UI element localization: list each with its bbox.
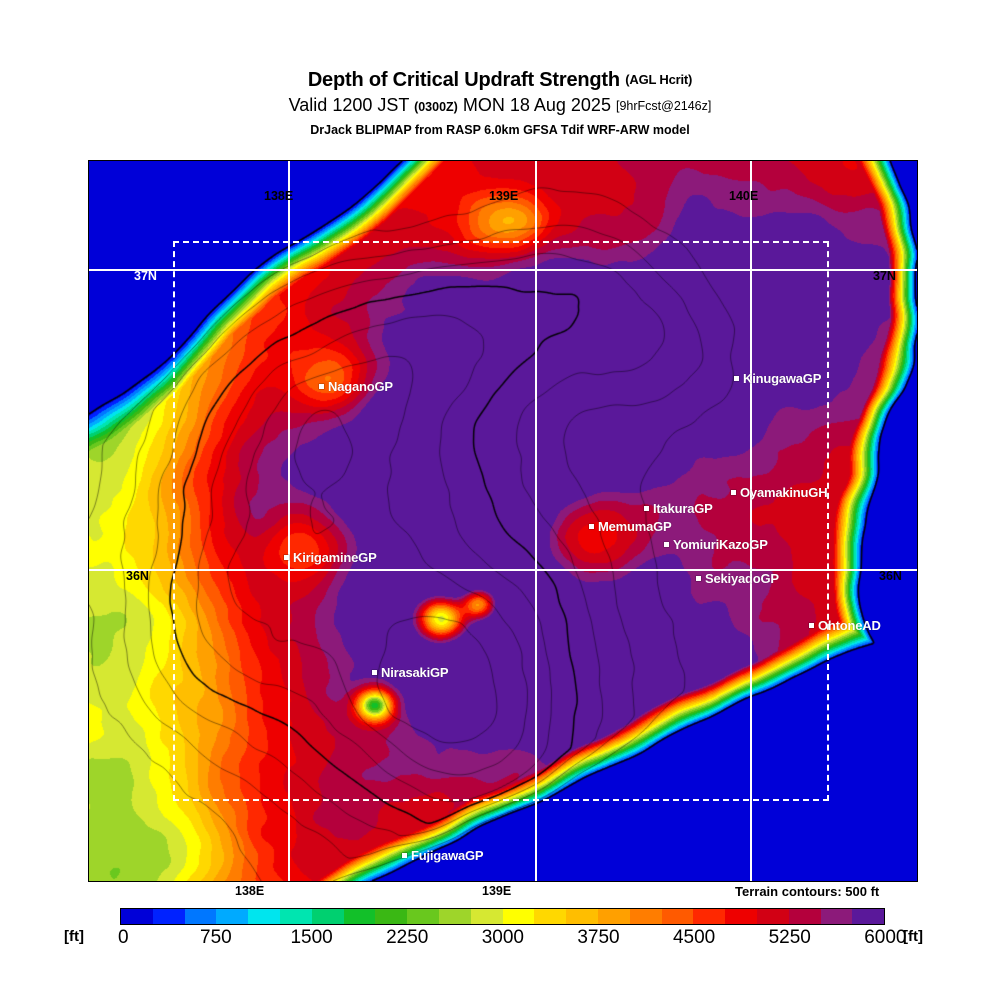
colorbar-swatch-1: [152, 909, 185, 924]
forecast-map[interactable]: 138E 139E 140E 37N 37N 36N 36N NaganoGP Kinugaw…: [88, 160, 918, 882]
station-dot-icon: [644, 506, 649, 511]
colorbar-swatch-18: [693, 909, 726, 924]
model-line: DrJack BLIPMAP from RASP 6.0km GFSA Tdif…: [310, 123, 690, 137]
colorbar-swatch-5: [279, 909, 312, 924]
colorbar-swatch-8: [375, 909, 408, 924]
colorbar-swatch-16: [629, 909, 662, 924]
colorbar-swatch-10: [438, 909, 471, 924]
graticule-label-37n-1: 37N: [873, 269, 896, 283]
station-dot-icon: [319, 384, 324, 389]
colorbar-tick-0: 0: [118, 927, 129, 948]
colorbar-swatch-19: [725, 909, 757, 924]
station-dot-icon: [402, 853, 407, 858]
station-label: KirigamineGP: [293, 550, 377, 565]
colorbar-unit-left: [ft]: [64, 928, 84, 945]
station-fujigawagp[interactable]: FujigawaGP: [402, 848, 484, 863]
station-memumagp[interactable]: MemumaGP: [589, 519, 672, 534]
colorbar-swatch-13: [534, 909, 567, 924]
station-label: OhtoneAD: [818, 618, 881, 633]
axis-label-138e: 138E: [235, 884, 265, 898]
colorbar-swatch-15: [597, 909, 630, 924]
station-label: MemumaGP: [598, 519, 672, 534]
station-sekiyadogp[interactable]: SekiyadoGP: [696, 571, 779, 586]
station-label: KinugawaGP: [743, 371, 822, 386]
colorbar-swatch-12: [502, 909, 535, 924]
graticule-label-140e: 140E: [729, 189, 759, 203]
page-title: Depth of Critical Updraft Strength (AGL …: [0, 68, 1000, 92]
colorbar-swatch-20: [756, 909, 789, 924]
station-itakuragp[interactable]: ItakuraGP: [644, 501, 713, 516]
colorbar-swatches[interactable]: [120, 908, 885, 925]
valid-date: MON 18 Aug 2025: [462, 95, 611, 115]
station-label: SekiyadoGP: [705, 571, 779, 586]
station-kinugawagp[interactable]: KinugawaGP: [734, 371, 821, 386]
colorbar[interactable]: [ft] 0 750 1500 2250 3000 3750 4500 5250 6000 [f…: [0, 900, 1000, 960]
station-nirasakigp[interactable]: NirasakiGP: [372, 665, 449, 680]
station-dot-icon: [372, 670, 377, 675]
title-block: Depth of Critical Updraft Strength (AGL …: [0, 68, 1000, 139]
colorbar-swatch-0: [121, 909, 153, 924]
colorbar-swatch-2: [184, 909, 217, 924]
station-ohtonead[interactable]: OhtoneAD: [809, 618, 881, 633]
colorbar-swatch-9: [407, 909, 439, 924]
colorbar-tick-3750: 3750: [577, 927, 620, 948]
station-dot-icon: [696, 576, 701, 581]
colorbar-swatch-11: [470, 909, 503, 924]
station-oyamakinugh[interactable]: OyamakinuGH: [731, 485, 828, 500]
colorbar-swatch-14: [566, 909, 598, 924]
graticule-label-36n-2: 36N: [126, 569, 149, 583]
title-main-suffix: (AGL Hcrit): [625, 72, 693, 87]
station-dot-icon: [809, 623, 814, 628]
colorbar-tick-5250: 5250: [768, 927, 811, 948]
graticule-label-139e: 139E: [489, 189, 519, 203]
axis-label-139e: 139E: [482, 884, 512, 898]
terrain-contour-note: Terrain contours: 500 ft: [735, 884, 880, 899]
colorbar-swatch-22: [820, 909, 853, 924]
station-label: NaganoGP: [328, 379, 393, 394]
colorbar-swatch-23: [852, 909, 885, 924]
forecast-stamp: [9hrFcst@2146z]: [615, 99, 712, 113]
station-label: ItakuraGP: [653, 501, 713, 516]
valid-time-line: Valid 1200 JST (0300Z) MON 18 Aug 2025 […: [0, 93, 1000, 119]
colorbar-tick-4500: 4500: [672, 927, 716, 948]
colorbar-swatch-4: [248, 909, 280, 924]
colorbar-swatch-7: [343, 909, 376, 924]
station-label: OyamakinuGH: [740, 485, 828, 500]
station-dot-icon: [664, 542, 669, 547]
colorbar-swatch-17: [661, 909, 694, 924]
station-dot-icon: [589, 524, 594, 529]
station-dot-icon: [734, 376, 739, 381]
colorbar-tick-3000: 3000: [481, 927, 524, 948]
map-raster: [89, 161, 917, 881]
colorbar-unit-right: [ft]: [903, 928, 923, 945]
station-label: YomiuriKazoGP: [673, 537, 768, 552]
colorbar-tick-1500: 1500: [290, 927, 333, 948]
station-kirigaminegp[interactable]: KirigamineGP: [284, 550, 377, 565]
station-yomiurikazogp[interactable]: YomiuriKazoGP: [664, 537, 768, 552]
colorbar-swatch-3: [216, 909, 249, 924]
graticule-label-37n-0: 37N: [134, 269, 157, 283]
title-main: Depth of Critical Updraft Strength: [307, 69, 620, 91]
station-naganogp[interactable]: NaganoGP: [319, 379, 393, 394]
station-label: FujigawaGP: [411, 848, 484, 863]
colorbar-tick-750: 750: [200, 927, 232, 948]
valid-prefix: Valid 1200 JST: [288, 95, 410, 115]
colorbar-swatch-21: [788, 909, 821, 924]
colorbar-swatch-6: [311, 909, 344, 924]
valid-utc: (0300Z): [414, 100, 458, 114]
graticule-label-138e: 138E: [264, 189, 294, 203]
station-label: NirasakiGP: [381, 665, 449, 680]
graticule-label-36n-3: 36N: [879, 569, 902, 583]
colorbar-tick-6000: 6000: [864, 927, 907, 948]
station-dot-icon: [284, 555, 289, 560]
colorbar-tick-2250: 2250: [386, 927, 429, 948]
station-dot-icon: [731, 490, 736, 495]
